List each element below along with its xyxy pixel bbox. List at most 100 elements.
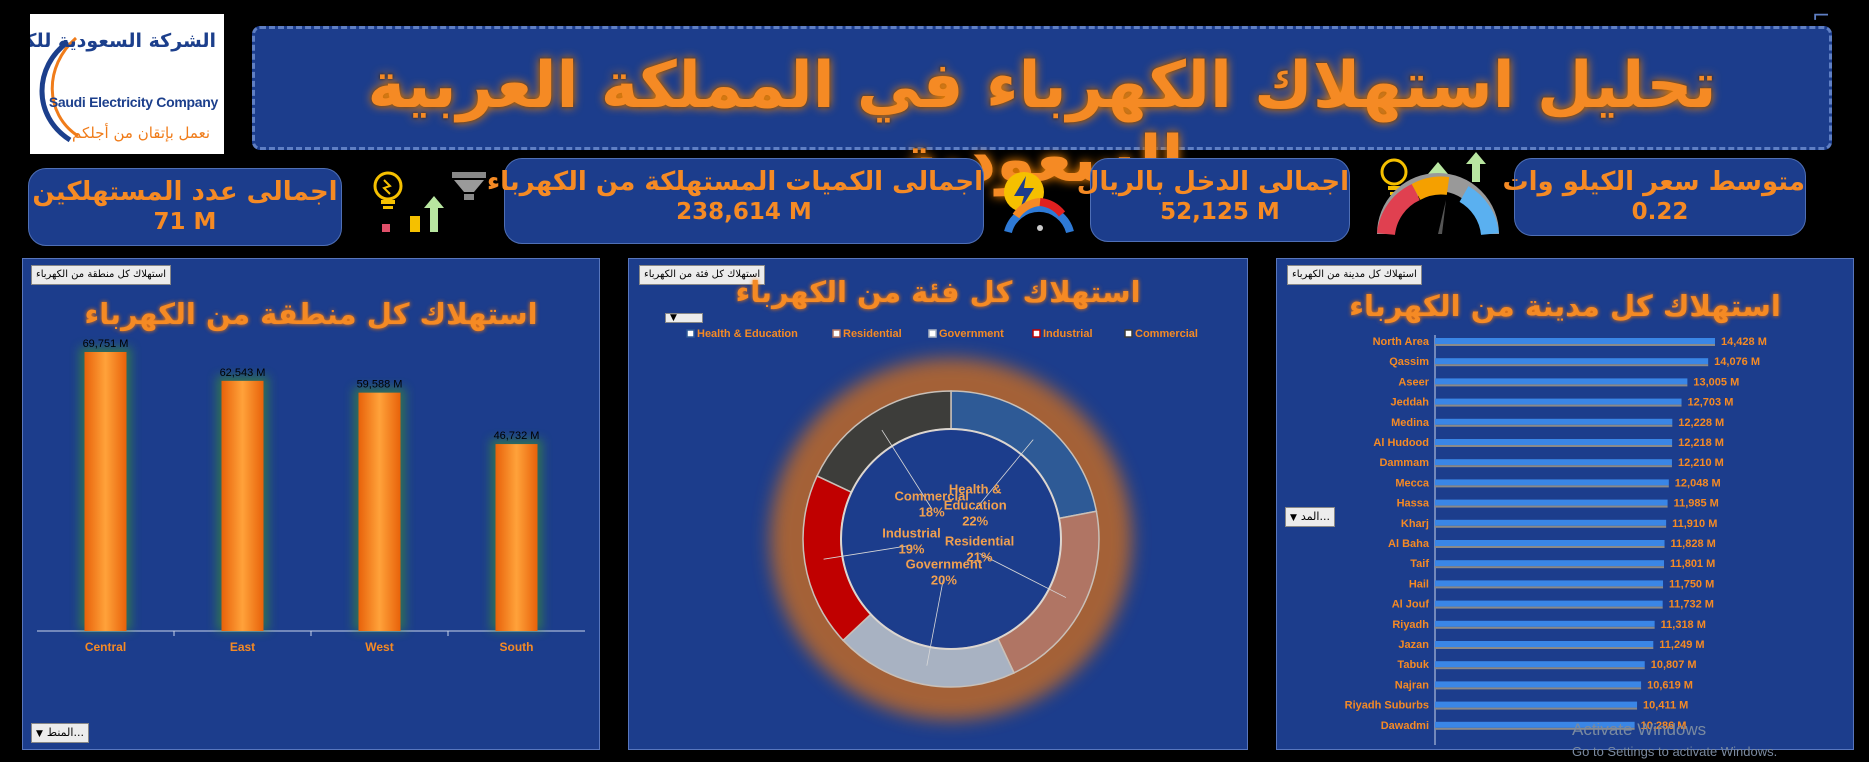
city-bar-shadow: [1435, 667, 1645, 670]
city-bar-shadow: [1435, 404, 1682, 407]
city-bar[interactable]: [1435, 620, 1655, 627]
donut-percent-label: 22%: [962, 514, 988, 529]
logo-arabic-name: الشركة السعودية للكهرباء: [30, 30, 216, 52]
city-bar[interactable]: [1435, 681, 1642, 688]
kpi-avg-price-label: متوسط سعر الكيلو وات: [1502, 167, 1805, 197]
city-bar-label: 11,318 M: [1661, 619, 1706, 631]
city-bar[interactable]: [1435, 358, 1709, 365]
region-bar[interactable]: [84, 351, 127, 631]
city-bar-shadow: [1435, 626, 1655, 629]
company-logo: الشركة السعودية للكهرباء Saudi Electrici…: [30, 14, 224, 154]
city-bar[interactable]: [1435, 479, 1669, 486]
kpi-consumers[interactable]: اجمالى عدد المستهلكين 71 M: [28, 168, 342, 246]
city-category-label: Mecca: [1395, 477, 1430, 489]
kpi-avg-price[interactable]: متوسط سعر الكيلو وات 0.22: [1502, 158, 1806, 236]
city-bar[interactable]: [1435, 661, 1645, 668]
city-bar-shadow: [1435, 727, 1635, 730]
city-panel-tag[interactable]: استهلاك كل مدينة من الكهرباء: [1287, 265, 1422, 285]
city-bar-label: 10,807 M: [1651, 659, 1697, 671]
city-bar[interactable]: [1435, 378, 1688, 385]
city-bar-label: 11,910 M: [1672, 518, 1717, 530]
category-filter-button[interactable]: ▼: [665, 313, 703, 323]
city-bar-label: 11,828 M: [1671, 538, 1716, 550]
city-category-label: Qassim: [1389, 356, 1429, 368]
city-bar-label: 14,076 M: [1714, 356, 1760, 368]
kpi-consumption-label: اجمالى الكميات المستهلكة من الكهرباء: [486, 167, 983, 197]
city-bar-shadow: [1435, 364, 1709, 367]
donut-leader-line: [979, 553, 1067, 598]
city-consumption-panel: استهلاك كل مدينة من الكهرباء استهلاك كل …: [1276, 258, 1854, 750]
city-bar-label: 12,228 M: [1678, 417, 1724, 429]
city-bar[interactable]: [1435, 641, 1654, 647]
kpi-avg-price-value: 0.22: [1631, 199, 1689, 225]
kpi-consumers-label: اجمالى عدد المستهلكين: [32, 177, 338, 207]
city-bar-shadow: [1435, 606, 1663, 609]
kpi-revenue[interactable]: اجمالى الدخل بالريال 52,125 M: [1076, 158, 1350, 242]
legend-swatch: [928, 329, 937, 338]
donut-leader-line: [974, 439, 1034, 510]
category-donut-chart: Health & Education Residential Government I…: [686, 328, 1198, 720]
city-bar-label: 11,750 M: [1669, 578, 1714, 590]
city-bar-label: 11,985 M: [1674, 498, 1719, 510]
legend-label[interactable]: Health & Education: [697, 328, 798, 340]
city-bar[interactable]: [1435, 338, 1715, 344]
city-bar[interactable]: [1435, 499, 1668, 506]
region-bar[interactable]: [221, 380, 264, 631]
logo-swoosh-icon: [39, 36, 79, 143]
city-bar[interactable]: [1435, 459, 1672, 466]
legend-label[interactable]: Government: [939, 328, 1004, 340]
region-bar[interactable]: [358, 392, 401, 631]
category-panel-tag[interactable]: استهلاك كل فئة من الكهرباء: [639, 265, 766, 285]
gauge-icon: [1377, 152, 1499, 236]
city-bar[interactable]: [1435, 600, 1663, 607]
city-bar[interactable]: [1435, 560, 1665, 567]
kpi-revenue-label: اجمالى الدخل بالريال: [1076, 167, 1349, 197]
legend-label[interactable]: Industrial: [1043, 328, 1093, 340]
kpi-consumers-value: 71 M: [153, 209, 217, 235]
legend-swatch: [1124, 329, 1133, 338]
city-bar[interactable]: [1435, 418, 1673, 425]
region-bar[interactable]: [495, 444, 538, 631]
city-bar-shadow: [1435, 384, 1688, 387]
city-category-label: Kharj: [1401, 518, 1429, 530]
region-consumption-panel: استهلاك كل منطقة من الكهرباء استهلاك كل …: [22, 258, 600, 750]
region-panel-tag[interactable]: استهلاك كل منطقة من الكهرباء: [31, 265, 172, 285]
city-bar[interactable]: [1435, 398, 1682, 405]
donut-glow: [770, 358, 1132, 720]
city-bar-shadow: [1435, 707, 1638, 710]
city-bar-label: 12,703 M: [1688, 397, 1734, 409]
city-bar[interactable]: [1435, 701, 1638, 708]
city-category-label: Al Jouf: [1392, 599, 1430, 611]
city-bar[interactable]: [1435, 519, 1667, 526]
city-bar[interactable]: [1435, 439, 1673, 445]
city-filter-button[interactable]: ▼ المد...: [1285, 507, 1335, 527]
city-category-label: Medina: [1391, 417, 1430, 429]
kpi-consumption[interactable]: اجمالى الكميات المستهلكة من الكهرباء 238…: [486, 158, 984, 244]
city-category-label: Hail: [1409, 578, 1429, 590]
bulb-icon: [373, 171, 444, 232]
city-category-label: Najran: [1395, 679, 1430, 691]
legend-label[interactable]: Commercial: [1135, 328, 1198, 340]
city-bar[interactable]: [1435, 580, 1664, 587]
city-bar-shadow: [1435, 687, 1642, 690]
city-bar-shadow: [1435, 344, 1715, 346]
city-filter-label: المد...: [1300, 510, 1330, 523]
dashboard-title-box[interactable]: تحليل استهلاك الكهرباء في المملكة العربي…: [252, 26, 1832, 197]
legend-label[interactable]: Residential: [843, 328, 902, 340]
city-bar[interactable]: [1435, 721, 1635, 728]
region-filter-button[interactable]: ▼ المنط...: [31, 723, 89, 743]
city-bar-label: 12,218 M: [1678, 437, 1724, 449]
category-consumption-panel: استهلاك كل فئة من الكهرباء استهلاك كل فئ…: [628, 258, 1248, 750]
region-bar-label: 62,543 M: [220, 367, 266, 379]
city-bar-shadow: [1435, 445, 1673, 447]
donut-category-label: Residential: [945, 534, 1014, 549]
city-bar-shadow: [1435, 485, 1669, 488]
city-bar-chart: North Area 14,428 M Qassim 14,076 M Aseer 13,…: [1345, 335, 1767, 745]
donut-category-label: Health & Education: [944, 482, 1007, 513]
legend-swatch: [1032, 329, 1041, 338]
city-bar-shadow: [1435, 566, 1665, 569]
city-bar-label: 14,428 M: [1721, 336, 1767, 348]
donut-leader-line: [881, 429, 933, 509]
city-panel-title: استهلاك كل مدينة من الكهرباء: [1349, 289, 1781, 323]
city-bar[interactable]: [1435, 540, 1665, 546]
